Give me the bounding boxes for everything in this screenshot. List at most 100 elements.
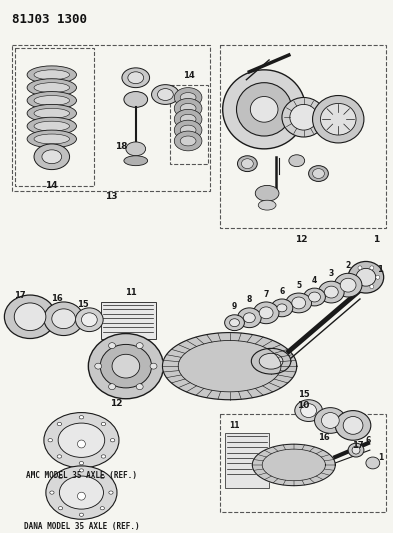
Ellipse shape	[42, 150, 62, 164]
Ellipse shape	[309, 166, 329, 181]
Ellipse shape	[180, 125, 196, 135]
Ellipse shape	[34, 144, 70, 169]
Ellipse shape	[59, 476, 103, 509]
Ellipse shape	[52, 309, 75, 329]
Ellipse shape	[34, 70, 70, 80]
Text: 1: 1	[378, 453, 383, 462]
Ellipse shape	[334, 273, 362, 297]
Ellipse shape	[277, 304, 287, 312]
Ellipse shape	[292, 297, 306, 309]
Ellipse shape	[180, 103, 196, 114]
Bar	[15, 48, 94, 187]
Ellipse shape	[122, 68, 150, 87]
Ellipse shape	[237, 156, 257, 172]
Ellipse shape	[108, 384, 116, 390]
Ellipse shape	[286, 293, 312, 313]
Ellipse shape	[255, 185, 279, 201]
Text: 4: 4	[312, 276, 317, 285]
Ellipse shape	[253, 302, 279, 324]
Ellipse shape	[75, 308, 103, 332]
Text: 8: 8	[247, 295, 252, 304]
Ellipse shape	[259, 353, 283, 369]
Ellipse shape	[321, 413, 339, 429]
Ellipse shape	[77, 440, 85, 448]
Ellipse shape	[174, 99, 202, 118]
Text: 5: 5	[296, 281, 301, 289]
Ellipse shape	[340, 278, 356, 292]
Ellipse shape	[100, 344, 152, 388]
Ellipse shape	[34, 83, 70, 93]
Ellipse shape	[158, 88, 173, 100]
Text: 6: 6	[279, 287, 285, 296]
Ellipse shape	[57, 422, 62, 426]
Ellipse shape	[27, 92, 77, 109]
Ellipse shape	[352, 275, 356, 279]
Ellipse shape	[304, 288, 325, 306]
Ellipse shape	[312, 168, 324, 179]
Ellipse shape	[343, 416, 363, 434]
Text: 18: 18	[115, 142, 127, 151]
Ellipse shape	[301, 403, 316, 417]
Bar	[170, 85, 208, 164]
Ellipse shape	[44, 302, 83, 336]
Ellipse shape	[58, 423, 105, 457]
Text: 14: 14	[183, 71, 195, 80]
Ellipse shape	[34, 121, 70, 131]
Ellipse shape	[34, 95, 70, 106]
Ellipse shape	[174, 120, 202, 140]
Ellipse shape	[370, 266, 374, 270]
Bar	[220, 45, 386, 228]
Bar	[12, 45, 210, 191]
Ellipse shape	[79, 462, 84, 465]
Ellipse shape	[348, 443, 364, 457]
Ellipse shape	[225, 315, 244, 330]
Ellipse shape	[174, 87, 202, 107]
Ellipse shape	[81, 313, 97, 327]
Ellipse shape	[174, 109, 202, 129]
Ellipse shape	[101, 455, 106, 458]
Ellipse shape	[358, 266, 362, 270]
Ellipse shape	[48, 439, 53, 442]
Bar	[73, 482, 89, 503]
Ellipse shape	[27, 66, 77, 84]
Text: 81J03 1300: 81J03 1300	[12, 13, 87, 26]
Ellipse shape	[57, 455, 62, 458]
Ellipse shape	[243, 313, 255, 322]
Text: AMC MODEL 35 AXLE (REF.): AMC MODEL 35 AXLE (REF.)	[26, 471, 137, 480]
Ellipse shape	[320, 103, 356, 135]
Ellipse shape	[223, 70, 306, 149]
Ellipse shape	[335, 410, 371, 440]
Text: 12: 12	[110, 399, 122, 408]
Ellipse shape	[108, 343, 116, 349]
Ellipse shape	[259, 307, 273, 319]
Ellipse shape	[27, 130, 77, 148]
Text: 1: 1	[377, 265, 383, 274]
Ellipse shape	[324, 286, 338, 298]
Ellipse shape	[34, 108, 70, 118]
Ellipse shape	[180, 93, 196, 102]
Ellipse shape	[77, 492, 85, 500]
Text: 16: 16	[51, 295, 62, 303]
Ellipse shape	[34, 134, 70, 144]
Ellipse shape	[124, 92, 148, 107]
Text: 10: 10	[298, 401, 310, 410]
Ellipse shape	[376, 275, 380, 279]
Ellipse shape	[112, 354, 140, 378]
Ellipse shape	[241, 159, 253, 168]
Ellipse shape	[358, 285, 362, 289]
Ellipse shape	[348, 262, 384, 293]
Ellipse shape	[352, 446, 360, 454]
Polygon shape	[162, 333, 297, 400]
Ellipse shape	[136, 384, 143, 390]
Text: 16: 16	[318, 433, 329, 442]
Text: 2: 2	[345, 261, 351, 270]
Text: 13: 13	[105, 192, 118, 201]
Ellipse shape	[180, 136, 196, 146]
Ellipse shape	[88, 334, 163, 399]
Ellipse shape	[314, 408, 346, 433]
Ellipse shape	[152, 85, 179, 104]
Ellipse shape	[59, 475, 63, 479]
Ellipse shape	[230, 319, 239, 327]
Ellipse shape	[79, 469, 84, 472]
Ellipse shape	[251, 349, 291, 374]
